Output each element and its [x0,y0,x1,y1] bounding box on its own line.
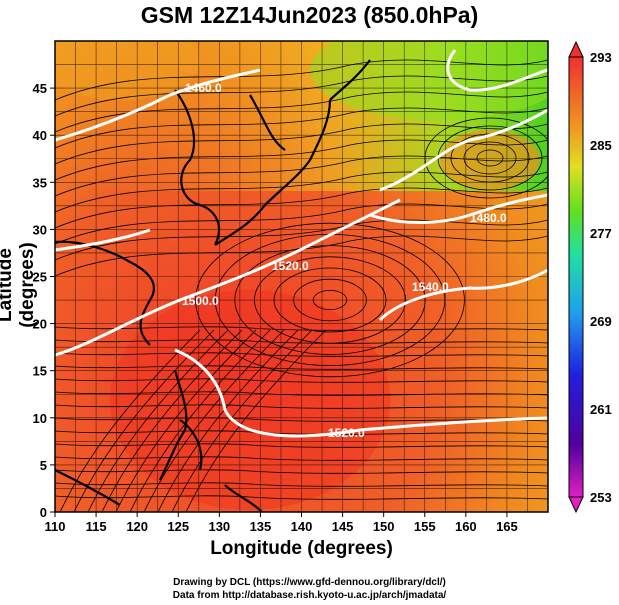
y-axis-ticks: 0 5 10 15 20 25 30 35 40 45 [33,81,55,520]
streamline [463,141,517,175]
streamline [55,443,548,448]
streamline [55,107,548,149]
coastlines [55,59,371,512]
y-tick-label: 35 [33,175,47,190]
y-tick-label: 20 [33,317,47,332]
streamline [55,339,548,344]
colorbar-label: 261 [590,402,612,417]
streamline [195,222,465,378]
x-tick-label: 145 [332,519,354,534]
y-tick-label: 10 [33,411,47,426]
streamline [214,234,446,366]
colorbar: 293 285 277 269 261 253 [568,40,612,514]
x-tick-label: 115 [86,519,107,534]
streamline [55,404,548,409]
streamline [101,329,243,512]
streamline [55,139,548,181]
contour-label: 1460.0 [185,81,222,95]
x-tick-label: 160 [455,519,477,534]
contour-label: 1520.0 [272,259,309,273]
streamline [55,171,548,213]
x-tick-label: 135 [250,519,272,534]
credit-drawing: Drawing by DCL (https://www.gfd-dennou.o… [173,577,446,588]
streamline [55,59,548,101]
streamline [234,245,426,355]
streamline [115,329,257,512]
x-tick-label: 155 [414,519,436,534]
y-tick-label: 0 [40,505,47,520]
streamline [450,133,530,183]
streamline [254,256,407,344]
colorbar-label: 293 [590,50,612,65]
streamline [55,91,548,133]
streamline [171,329,313,512]
x-axis-ticks: 110 115 120 125 130 135 140 145 150 155 160 165 [45,512,518,534]
colorbar-label: 285 [590,138,612,153]
x-tick-label: 130 [208,519,230,534]
streamline [55,235,548,277]
x-tick-label: 125 [167,519,189,534]
streamline [437,125,543,191]
streamline [55,417,548,422]
streamline [55,155,548,197]
colorbar-label: 253 [590,490,612,505]
streamline [55,469,548,474]
streamline [87,329,229,512]
streamline [55,456,548,461]
streamline [55,482,548,487]
credit-data: Data from http://database.rish.kyoto-u.a… [172,590,447,601]
x-tick-label: 110 [45,519,66,534]
colorbar-label: 269 [590,314,612,329]
y-tick-label: 5 [40,458,47,473]
y-tick-label: 30 [33,222,47,237]
streamline [55,187,548,229]
streamline [424,117,548,199]
y-tick-label: 25 [33,270,47,285]
contour-label: 1500.0 [182,294,219,308]
x-axis-label: Longitude (degrees) [210,538,393,559]
streamline [157,329,299,512]
x-tick-label: 165 [496,519,518,534]
contour-label: 1540.0 [412,280,449,294]
streamline [55,75,548,117]
contour-label: 1480.0 [470,211,507,225]
contour-label: 1520.0 [328,426,365,440]
streamline [312,290,348,310]
y-tick-label: 40 [33,128,47,143]
y-tick-label: 15 [33,364,47,379]
x-tick-label: 120 [126,519,148,534]
streamline [476,149,504,167]
height-contours [55,49,548,438]
y-axis-label: Latitude (degrees) [0,242,38,328]
streamline [59,329,201,512]
contour-labels: 1460.0 1480.0 1500.0 1520.0 1540.0 1520.… [182,81,507,440]
streamline [55,391,548,396]
y-tick-label: 45 [33,81,47,96]
wind-streamlines [55,59,548,512]
streamline [55,123,548,165]
x-tick-label: 140 [291,519,313,534]
streamline [273,267,387,333]
streamline [55,326,548,331]
map-title: GSM 12Z14Jun2023 (850.0hPa) [140,2,479,28]
colorbar-label: 277 [590,226,612,241]
x-tick-label: 150 [373,519,395,534]
streamline [143,329,285,512]
streamline [55,219,548,261]
streamline [185,329,327,512]
streamline [293,278,367,322]
streamline [55,378,548,383]
